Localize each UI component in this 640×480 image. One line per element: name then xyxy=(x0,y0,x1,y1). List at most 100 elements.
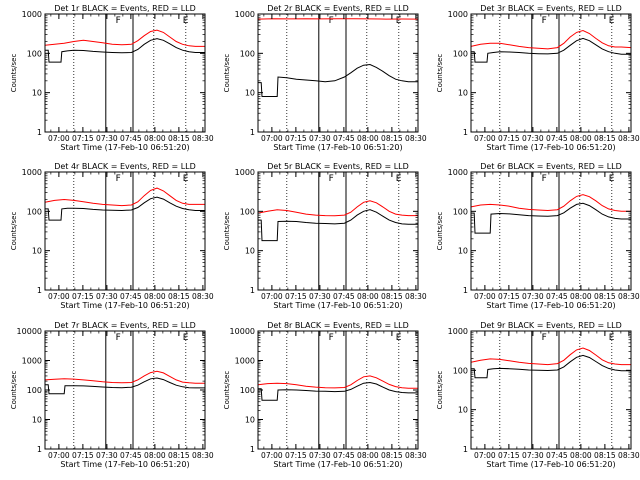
x-tick-label: 08:00 xyxy=(570,134,592,143)
y-tick-label: 100 xyxy=(453,366,468,375)
x-tick-label: 07:30 xyxy=(96,451,118,460)
y-tick-label: 1 xyxy=(463,286,468,295)
y-tick-label: 1000 xyxy=(235,357,255,366)
marker-label: F xyxy=(329,174,334,184)
panel-det-9: Det 9r BLACK = Events, RED = LLD F E 1 10 100… xyxy=(436,321,640,469)
x-tick-label: 07:30 xyxy=(309,451,331,460)
events-series-line xyxy=(45,196,205,221)
x-tick-label: 07:15 xyxy=(498,451,520,460)
x-tick-label: 08:00 xyxy=(144,292,166,301)
marker-label: E xyxy=(183,333,189,343)
y-axis-label: Counts/sec xyxy=(436,212,444,251)
x-tick-label: 08:30 xyxy=(405,134,427,143)
marker-label: F xyxy=(116,16,121,26)
plot-frame xyxy=(257,13,419,133)
y-tick-label: 1000 xyxy=(22,168,42,177)
x-tick-label: 07:30 xyxy=(96,134,118,143)
x-axis-label: Start Time (17-Feb-10 06:51:20) xyxy=(486,460,615,469)
marker-label: E xyxy=(183,16,189,26)
x-tick-label: 07:15 xyxy=(72,134,94,143)
x-tick-label: 07:15 xyxy=(285,451,307,460)
marker-label: F xyxy=(116,333,121,343)
panel-title: Det 2r BLACK = Events, RED = LLD xyxy=(267,4,409,13)
marker-label: E xyxy=(396,174,402,184)
x-tick-label: 08:30 xyxy=(405,451,427,460)
events-series-line xyxy=(471,37,631,63)
y-tick-label: 1000 xyxy=(22,357,42,366)
panel-title: Det 4r BLACK = Events, RED = LLD xyxy=(54,162,196,171)
y-tick-label: 1 xyxy=(37,128,42,137)
x-tick-label: 08:15 xyxy=(168,134,190,143)
y-tick-label: 100 xyxy=(453,207,468,216)
marker-label: E xyxy=(183,174,189,184)
x-tick-label: 07:00 xyxy=(474,451,496,460)
x-axis-label: Start Time (17-Feb-10 06:51:20) xyxy=(60,301,189,310)
x-axis-label: Start Time (17-Feb-10 06:51:20) xyxy=(486,143,615,152)
marker-label: F xyxy=(542,16,547,26)
x-tick-label: 07:45 xyxy=(333,134,355,143)
x-tick-label: 08:15 xyxy=(594,451,616,460)
y-tick-label: 10 xyxy=(32,416,42,425)
y-tick-label: 1000 xyxy=(448,327,468,336)
panel-title: Det 8r BLACK = Events, RED = LLD xyxy=(267,321,409,330)
x-tick-label: 07:45 xyxy=(546,451,568,460)
y-tick-label: 1 xyxy=(37,286,42,295)
events-series-line xyxy=(45,377,205,395)
y-tick-label: 10 xyxy=(245,247,255,256)
y-tick-label: 10000 xyxy=(230,327,255,336)
marker-label: E xyxy=(609,333,615,343)
x-tick-label: 08:00 xyxy=(357,292,379,301)
x-tick-label: 07:15 xyxy=(285,134,307,143)
x-tick-label: 07:30 xyxy=(96,292,118,301)
x-tick-label: 08:30 xyxy=(192,292,214,301)
events-series-line xyxy=(471,354,631,379)
x-tick-label: 08:30 xyxy=(618,134,640,143)
y-tick-label: 1000 xyxy=(448,168,468,177)
x-tick-label: 07:00 xyxy=(48,451,70,460)
x-tick-label: 08:00 xyxy=(144,134,166,143)
lld-series-line xyxy=(257,375,418,389)
marker-label: E xyxy=(609,16,615,26)
events-series-line xyxy=(258,209,418,242)
y-tick-label: 100 xyxy=(27,207,42,216)
x-tick-label: 07:00 xyxy=(48,292,70,301)
marker-label: F xyxy=(542,333,547,343)
y-tick-label: 1000 xyxy=(22,10,42,19)
x-tick-label: 07:30 xyxy=(522,292,544,301)
plot-frame xyxy=(44,13,206,133)
x-tick-label: 07:45 xyxy=(120,134,142,143)
x-tick-label: 08:15 xyxy=(381,292,403,301)
panel-det-2: Det 2r BLACK = Events, RED = LLD F E 1 10 100… xyxy=(223,4,427,152)
panel-det-7: Det 7r BLACK = Events, RED = LLD F E 1 10 100… xyxy=(10,321,214,469)
events-series-line xyxy=(258,381,418,401)
x-axis-label: Start Time (17-Feb-10 06:51:20) xyxy=(273,301,402,310)
y-tick-label: 1 xyxy=(37,445,42,454)
y-tick-label: 100 xyxy=(240,49,255,58)
x-tick-label: 07:30 xyxy=(522,134,544,143)
y-axis-label: Counts/sec xyxy=(436,371,444,410)
y-tick-label: 10 xyxy=(245,416,255,425)
y-tick-label: 10 xyxy=(458,406,468,415)
panel-det-1: Det 1r BLACK = Events, RED = LLD F E 1 10 100… xyxy=(10,4,214,152)
x-tick-label: 08:00 xyxy=(357,451,379,460)
y-tick-label: 1000 xyxy=(235,168,255,177)
x-tick-label: 07:00 xyxy=(261,134,283,143)
plot-frame xyxy=(470,330,632,450)
marker-label: F xyxy=(329,333,334,343)
x-tick-label: 08:30 xyxy=(618,292,640,301)
x-axis-label: Start Time (17-Feb-10 06:51:20) xyxy=(273,460,402,469)
plot-frame xyxy=(257,171,419,291)
y-axis-label: Counts/sec xyxy=(10,212,18,251)
panel-det-5: Det 5r BLACK = Events, RED = LLD F E 1 10 100… xyxy=(223,162,427,310)
lld-series-line xyxy=(470,194,631,212)
x-tick-label: 07:45 xyxy=(546,292,568,301)
y-tick-label: 100 xyxy=(240,386,255,395)
events-series-line xyxy=(45,38,205,63)
y-tick-label: 1 xyxy=(463,445,468,454)
y-tick-label: 10 xyxy=(32,89,42,98)
y-axis-label: Counts/sec xyxy=(10,54,18,93)
x-tick-label: 08:00 xyxy=(570,451,592,460)
y-tick-label: 100 xyxy=(27,386,42,395)
x-tick-label: 07:45 xyxy=(333,292,355,301)
